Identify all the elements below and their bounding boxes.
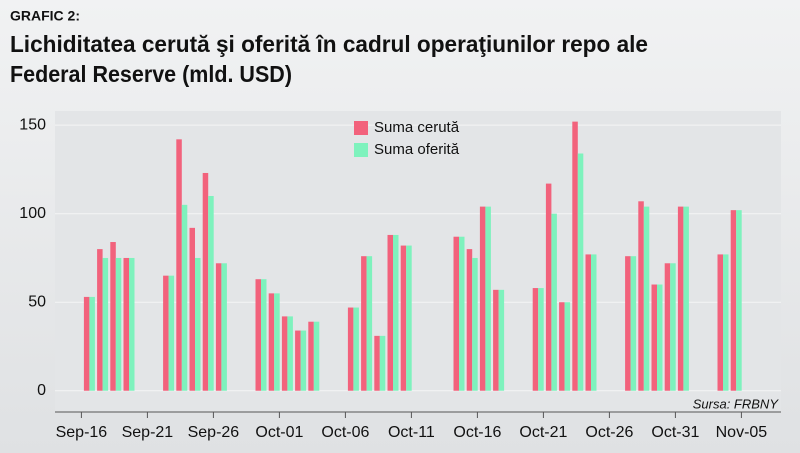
x-tick-label: Oct-21 <box>519 424 567 441</box>
bar <box>176 139 182 391</box>
bar <box>643 206 650 391</box>
bar <box>730 210 737 391</box>
bar <box>83 296 90 391</box>
bar <box>110 242 116 391</box>
bar <box>115 257 122 391</box>
bar <box>625 256 631 391</box>
bar <box>406 245 412 391</box>
bar <box>300 330 307 391</box>
bar <box>281 316 288 391</box>
bar <box>479 206 486 391</box>
bar <box>498 289 505 391</box>
legend-label: Suma oferită <box>374 141 460 158</box>
bar <box>717 254 723 391</box>
bar <box>208 195 214 391</box>
x-tick-label: Oct-16 <box>453 424 501 441</box>
bar <box>670 263 676 391</box>
bar <box>353 307 359 391</box>
bar <box>472 257 478 391</box>
bar <box>630 256 637 391</box>
bar <box>664 263 671 391</box>
chart-title: Lichiditatea cerută şi oferită în cadrul… <box>10 31 648 57</box>
bar <box>683 206 689 391</box>
bar <box>221 263 227 391</box>
bar <box>564 302 571 391</box>
bar <box>723 254 729 391</box>
x-tick-label: Sep-21 <box>122 424 174 441</box>
bar <box>287 316 293 391</box>
bar <box>532 288 539 391</box>
bar <box>347 307 354 391</box>
bar <box>129 257 135 391</box>
x-tick-label: Oct-11 <box>388 424 435 441</box>
bar <box>559 302 565 391</box>
bar <box>387 234 393 391</box>
x-tick-label: Nov-05 <box>716 424 768 441</box>
bar <box>313 321 320 391</box>
bar <box>538 288 544 391</box>
bar <box>393 234 399 391</box>
bar <box>361 256 367 391</box>
bar <box>572 121 578 391</box>
bar <box>551 213 557 391</box>
legend-swatch <box>354 143 368 157</box>
bar <box>493 289 499 391</box>
bar <box>657 284 663 391</box>
x-tick-label: Sep-16 <box>56 424 108 441</box>
bar <box>400 245 407 391</box>
source: Sursa: FRBNY <box>693 396 780 411</box>
bar <box>459 236 465 391</box>
bar <box>268 293 275 391</box>
bar <box>274 293 280 391</box>
x-tick-label: Oct-06 <box>321 424 369 441</box>
bar <box>261 279 267 391</box>
bar <box>123 257 129 391</box>
y-tick-label: 50 <box>28 293 46 310</box>
bar <box>453 236 459 391</box>
bar <box>585 254 591 391</box>
bar <box>295 330 301 391</box>
bar <box>638 201 644 391</box>
bar <box>189 227 195 391</box>
x-tick-label: Oct-26 <box>585 424 633 441</box>
y-tick-label: 150 <box>19 116 46 133</box>
bar <box>466 249 473 391</box>
bar <box>485 206 491 391</box>
bar <box>181 204 188 391</box>
x-tick-label: Sep-26 <box>188 424 240 441</box>
bar <box>102 257 109 391</box>
bar <box>677 206 684 391</box>
bar <box>651 284 657 391</box>
bar <box>168 275 175 391</box>
legend-swatch <box>354 121 368 135</box>
bar <box>736 210 742 391</box>
bar <box>308 321 314 391</box>
chart-title: Federal Reserve (mld. USD) <box>10 61 292 87</box>
bar <box>591 254 597 391</box>
chart-label: GRAFIC 2: <box>10 8 80 24</box>
bar <box>215 263 222 391</box>
bar <box>577 153 584 391</box>
bar <box>163 275 169 391</box>
legend-label: Suma cerută <box>374 119 460 136</box>
bar <box>89 296 95 391</box>
bar <box>366 256 373 391</box>
bar <box>255 279 261 391</box>
y-tick-label: 100 <box>19 205 46 222</box>
bar <box>97 249 103 391</box>
bar <box>545 183 552 391</box>
y-tick-label: 0 <box>37 382 46 399</box>
x-tick-label: Oct-31 <box>651 424 699 441</box>
bar <box>195 257 201 391</box>
bar <box>374 335 380 391</box>
bar <box>202 172 209 391</box>
bar <box>379 335 386 391</box>
x-tick-label: Oct-01 <box>255 424 303 441</box>
